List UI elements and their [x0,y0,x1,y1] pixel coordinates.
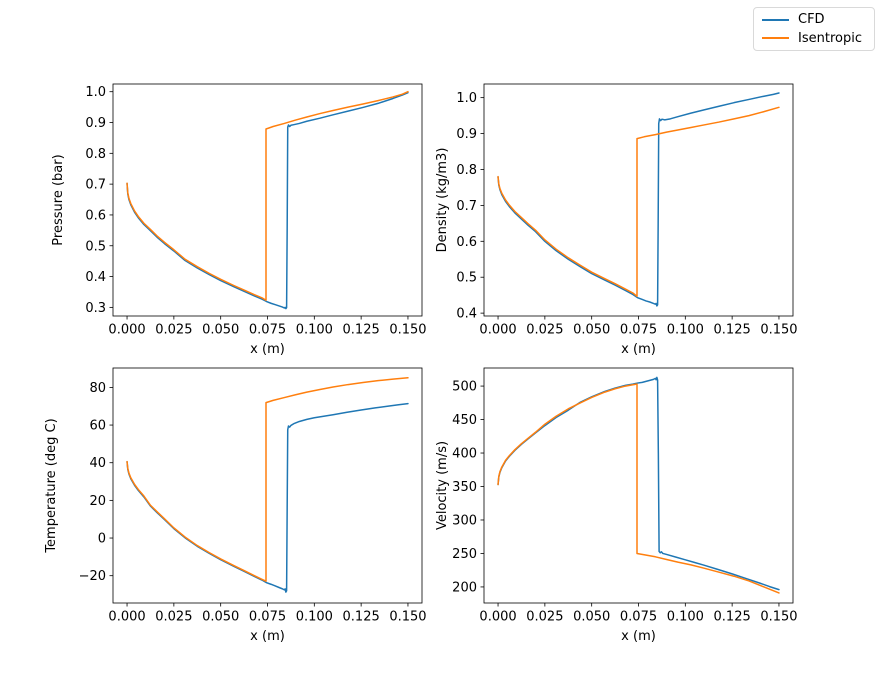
axes-spines [112,83,423,317]
x-tick-label: 0.125 [343,610,380,625]
cfd-line [497,92,780,307]
axes-spines [483,367,794,604]
x-tick-label: 0.150 [760,610,797,625]
y-tick-label: 400 [452,447,477,462]
y-tick-label: 200 [452,580,477,595]
y-tick-label: 80 [89,381,106,396]
y-tick-label: 40 [89,456,106,471]
y-tick-label: 0.6 [456,235,477,250]
x-tick-label: 0.150 [760,323,797,338]
x-tick-label: 0.100 [296,323,333,338]
y-tick-label: 60 [89,419,106,434]
y-tick-label: 350 [452,480,477,495]
x-tick-label: 0.050 [573,323,610,338]
isentropic-line-swatch [762,37,789,40]
x-tick-label: 0.025 [155,610,192,625]
y-tick-label: 0.8 [456,163,477,178]
x-tick-label: 0.075 [620,323,657,338]
x-tick-label: 0.125 [714,610,751,625]
xlabel-velocity: x (m) [621,629,656,644]
x-tick-label: 0.000 [479,610,516,625]
x-tick-label: 0.100 [667,323,704,338]
y-tick-label: 0.4 [85,270,106,285]
y-tick-label: 0.8 [85,147,106,162]
axes-spines [483,83,794,317]
y-tick-label: 20 [89,494,106,509]
isentropic-line [126,377,409,582]
x-tick-label: 0.000 [108,610,145,625]
x-tick-label: 0.000 [479,323,516,338]
x-tick-label: 0.025 [526,610,563,625]
ylabel-density: Density (kg/m3) [435,148,450,253]
xlabel-temperature: x (m) [250,629,285,644]
x-tick-label: 0.100 [296,610,333,625]
y-tick-label: 0 [98,532,106,547]
x-tick-label: 0.150 [389,323,426,338]
subplot-density: 0.000 0.025 0.050 0.075 0.100 0.125 0.150 0.4 0.… [435,83,798,357]
y-tick-label: 0.7 [85,178,106,193]
y-tick-label: 450 [452,413,477,428]
y-tick-label: 0.5 [456,271,477,286]
subplot-pressure: 0.000 0.025 0.050 0.075 0.100 0.125 0.150 0.3 0.… [51,83,427,357]
y-tick-label: 500 [452,380,477,395]
x-tick-label: 0.050 [573,610,610,625]
y-tick-label: 0.4 [456,307,477,322]
cfd-line [497,376,780,591]
subplot-velocity: 0.000 0.025 0.050 0.075 0.100 0.125 0.150 200 25… [435,367,798,644]
axes-spines [112,367,423,604]
x-tick-label: 0.025 [526,323,563,338]
x-tick-label: 0.125 [343,323,380,338]
y-tick-label: 0.7 [456,199,477,214]
cfd-line [126,402,409,593]
x-tick-label: 0.025 [155,323,192,338]
subplot-temperature: 0.000 0.025 0.050 0.075 0.100 0.125 0.150 −20 0 2… [44,367,427,644]
x-tick-label: 0.075 [620,610,657,625]
ylabel-pressure: Pressure (bar) [51,154,66,245]
legend: CFD Isentropic [753,7,875,51]
x-tick-label: 0.000 [108,323,145,338]
y-tick-label: 250 [452,547,477,562]
x-tick-label: 0.150 [389,610,426,625]
x-tick-label: 0.075 [249,610,286,625]
x-tick-label: 0.100 [667,610,704,625]
x-tick-label: 0.125 [714,323,751,338]
x-tick-label: 0.075 [249,323,286,338]
isentropic-line [497,106,780,297]
xlabel-pressure: x (m) [250,342,285,357]
legend-entry-cfd: CFD [762,11,866,28]
y-tick-label: 0.5 [85,239,106,254]
y-tick-label: 300 [452,513,477,528]
y-tick-label: 0.3 [85,301,106,316]
cfd-line-swatch [762,18,789,21]
y-tick-label: 0.6 [85,208,106,223]
y-tick-label: 0.9 [85,116,106,131]
x-tick-label: 0.050 [202,323,239,338]
y-tick-label: 1.0 [456,91,477,106]
xlabel-density: x (m) [621,342,656,357]
legend-entry-isentropic: Isentropic [762,30,866,47]
ylabel-velocity: Velocity (m/s) [435,441,450,530]
ylabel-temperature: Temperature (deg C) [44,418,59,553]
x-tick-label: 0.050 [202,610,239,625]
legend-label-isentropic: Isentropic [798,30,862,46]
y-tick-label: 0.9 [456,127,477,142]
isentropic-line [126,90,409,302]
y-tick-label: −20 [79,569,106,584]
cfd-line [126,91,409,310]
y-tick-label: 1.0 [85,85,106,100]
legend-label-cfd: CFD [798,12,825,28]
isentropic-line [497,383,780,594]
